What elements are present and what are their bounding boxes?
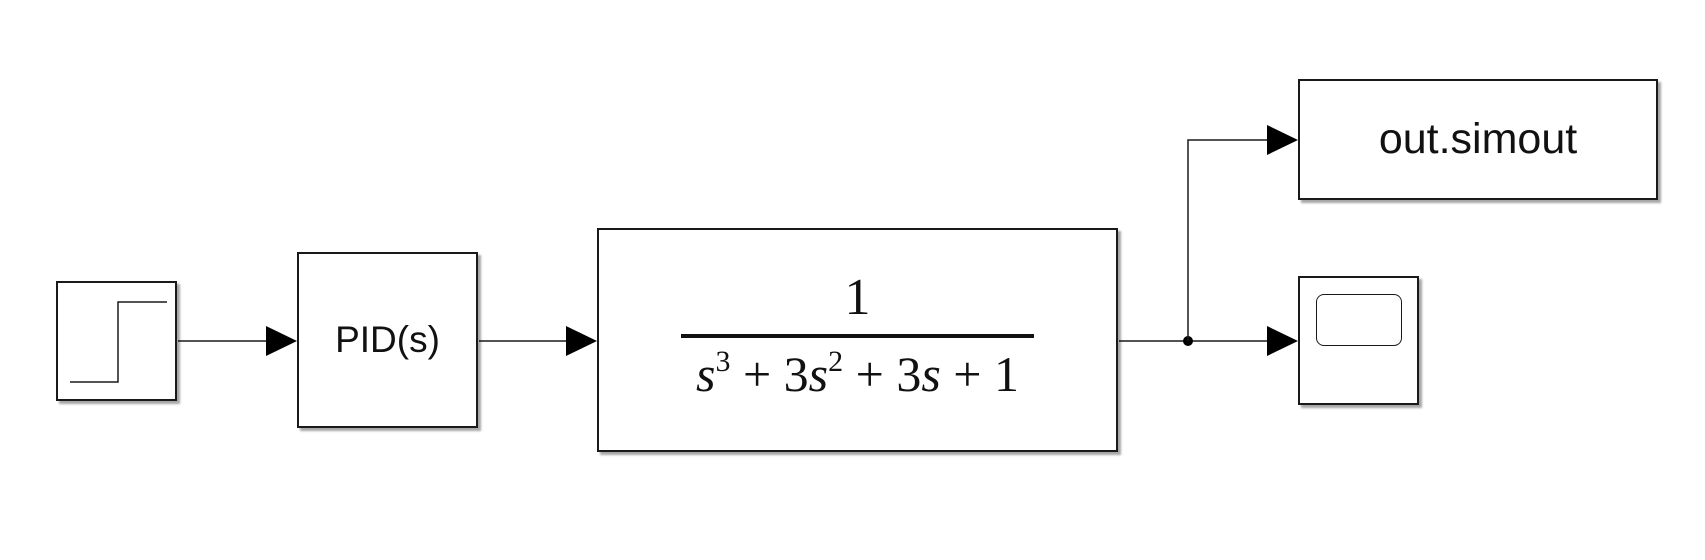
transfer-function-block[interactable]: 1 s3 + 3s2 + 3s + 1 xyxy=(597,228,1118,452)
tf-denominator: s3 + 3s2 + 3s + 1 xyxy=(695,345,1019,402)
scope-block[interactable] xyxy=(1298,276,1419,405)
to-workspace-label: out.simout xyxy=(1378,115,1578,163)
pid-controller-block[interactable]: PID(s) xyxy=(297,252,478,428)
arrowhead-scope-input xyxy=(1267,326,1298,356)
arrowhead-workspace-input xyxy=(1267,125,1298,155)
to-workspace-block[interactable]: out.simout xyxy=(1298,79,1658,200)
scope-screen-icon xyxy=(1316,294,1402,346)
step-block[interactable] xyxy=(56,281,177,401)
tf-fraction-bar xyxy=(681,334,1034,338)
pid-label: PID(s) xyxy=(335,319,440,360)
arrowhead-tf-input xyxy=(566,326,597,356)
tf-numerator: 1 xyxy=(844,269,871,326)
arrowhead-pid-input xyxy=(266,326,297,356)
step-icon xyxy=(70,301,167,383)
signal-line-to-workspace[interactable] xyxy=(1187,139,1268,341)
